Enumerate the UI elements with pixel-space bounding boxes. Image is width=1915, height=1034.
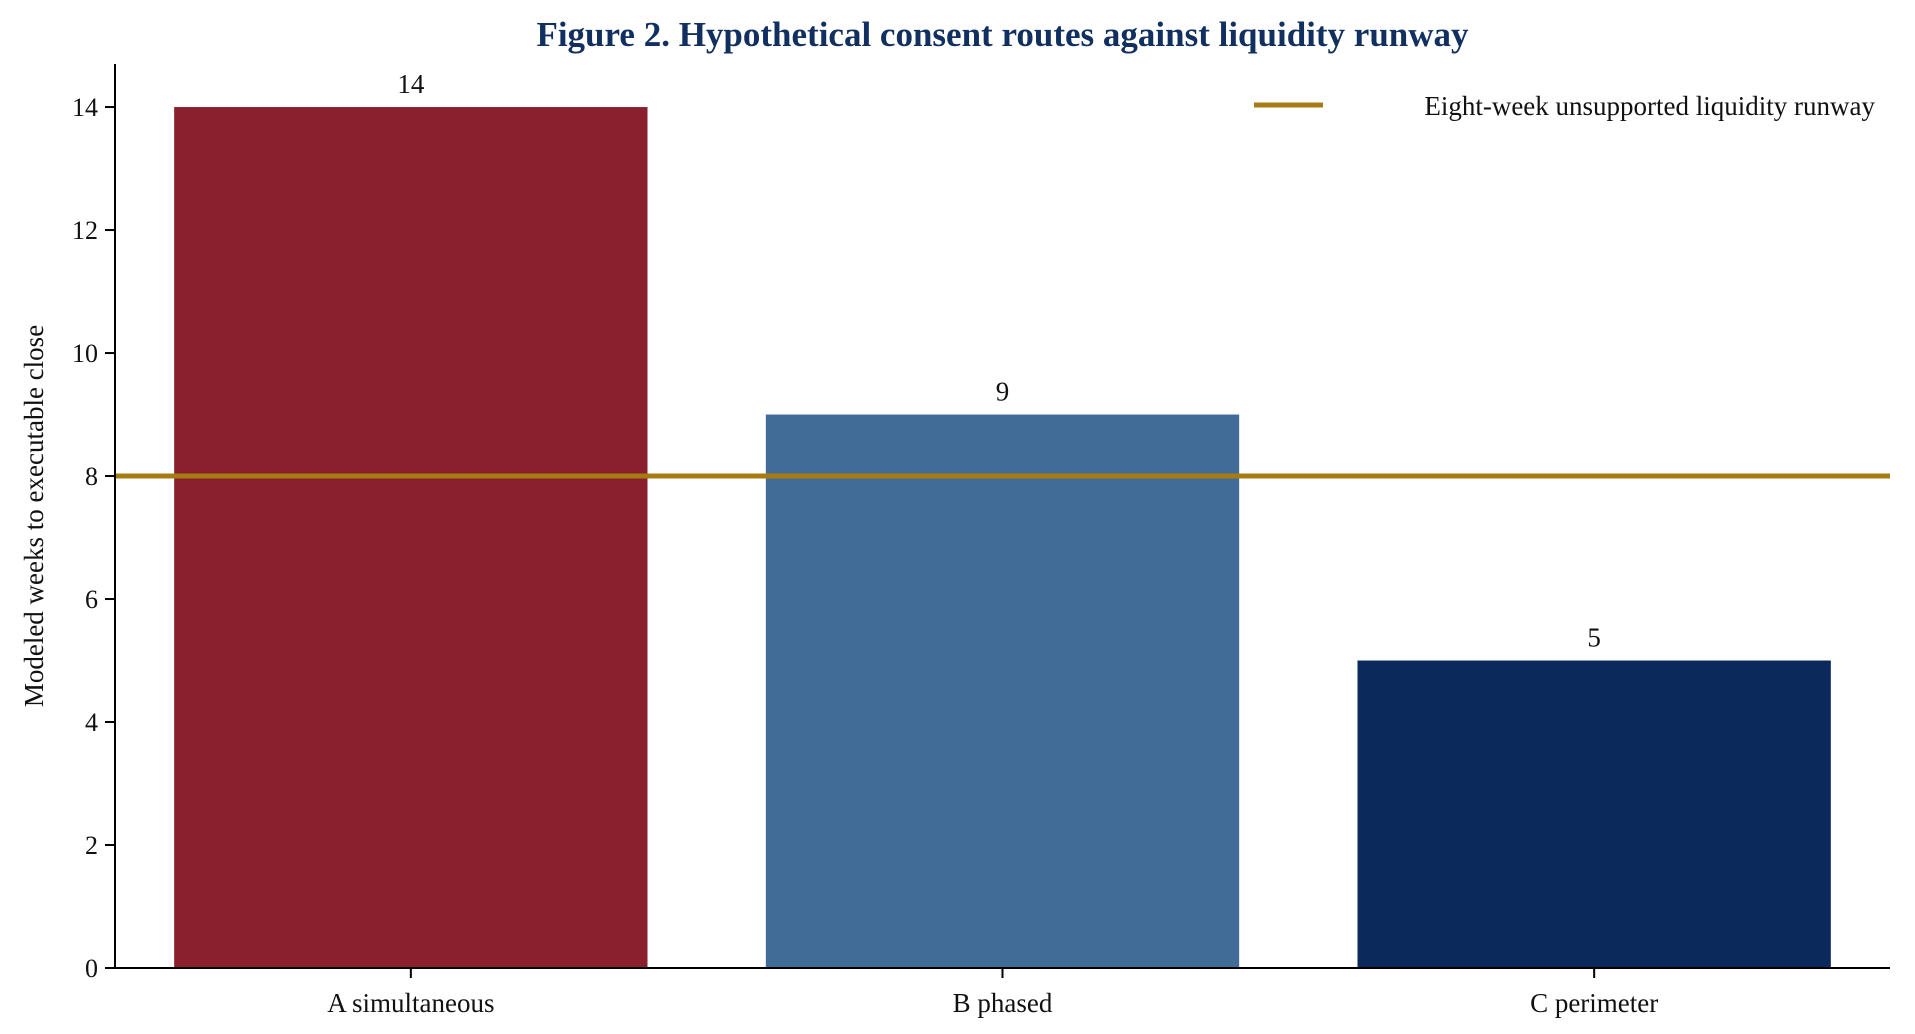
y-tick-label: 12 [72,216,98,245]
y-tick-label: 2 [85,831,98,860]
legend: Eight-week unsupported liquidity runway [1254,91,1875,121]
legend-label: Eight-week unsupported liquidity runway [1424,91,1875,121]
y-tick-label: 6 [85,585,98,614]
bar-a-simultaneous [174,107,648,969]
data-label: 5 [1587,623,1601,653]
x-tick-label: C perimeter [1530,988,1658,1018]
bar-c-perimeter [1357,660,1831,968]
y-tick-label: 0 [85,954,98,983]
bar-b-phased [765,414,1240,968]
x-tick-label: A simultaneous [327,988,494,1018]
data-label: 14 [397,69,425,99]
y-axis-label: Modeled weeks to executable close [19,325,49,707]
data-label: 9 [996,377,1010,407]
chart-title: Figure 2. Hypothetical consent routes ag… [536,15,1469,54]
y-tick-label: 14 [72,93,98,122]
x-tick-label: B phased [953,988,1053,1018]
plot-area: 14 9 5 0 2 4 6 8 10 12 14 A simultaneous B phased C p… [72,64,1890,1018]
y-tick-label: 8 [85,462,98,491]
y-tick-label: 10 [72,339,98,368]
y-tick-label: 4 [85,708,98,737]
